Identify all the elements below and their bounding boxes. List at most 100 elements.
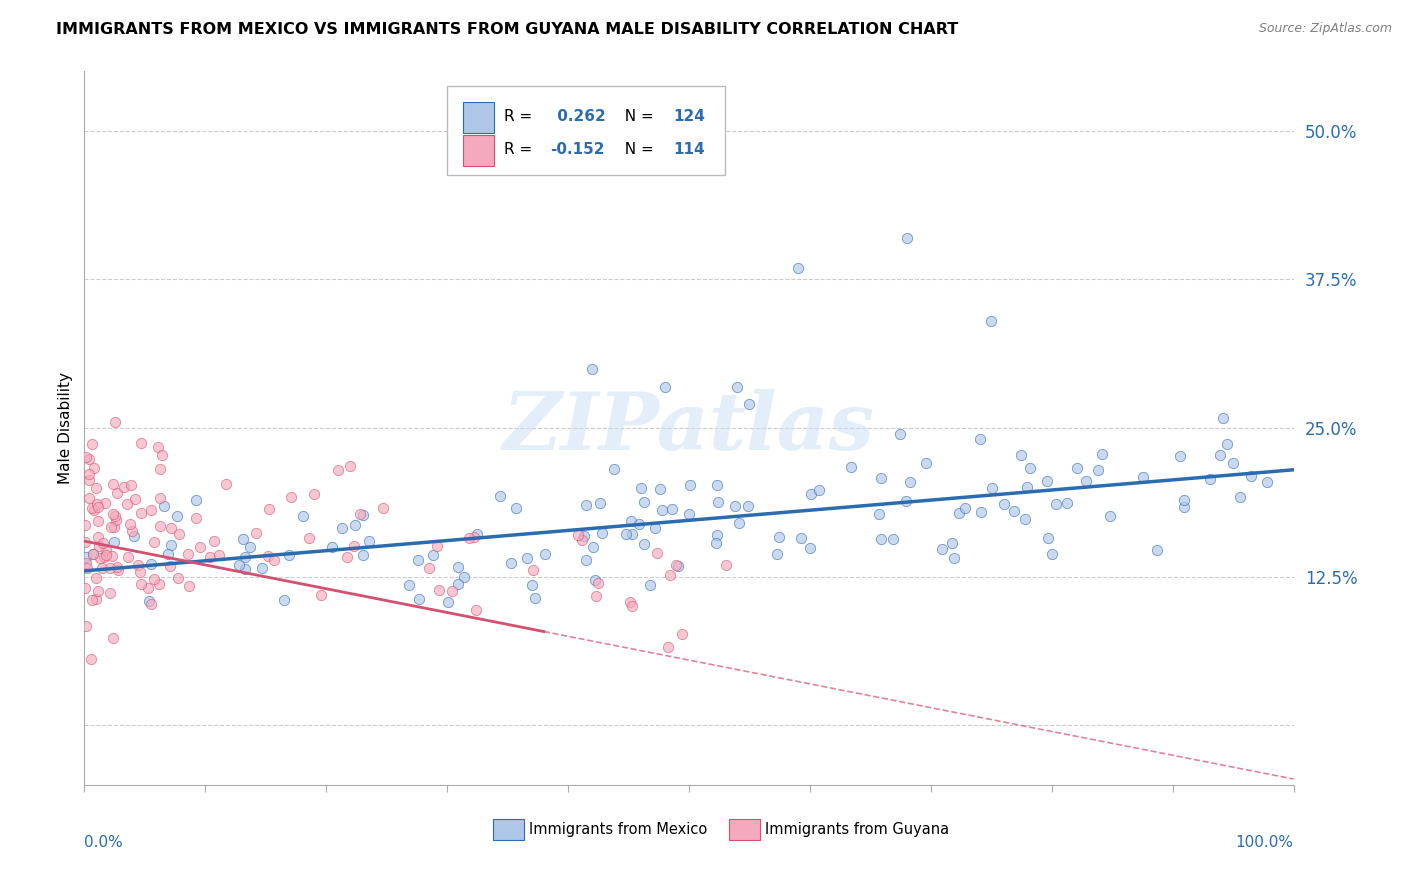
Point [980,314,1002,328]
Point [447,559,470,574]
Point [583,573,606,587]
Point [129,565,152,579]
Point [614,527,637,541]
Point [202,533,225,548]
Point [167,571,190,585]
Text: R =: R = [503,143,537,157]
Point [426,539,449,553]
Point [252,561,274,575]
Point [139,598,162,612]
Point [463,530,485,544]
Point [83,461,105,475]
Point [931,542,953,557]
Point [1036,475,1059,489]
Point [706,478,728,492]
Point [704,536,727,550]
Point [124,492,146,507]
Point [678,508,700,522]
Point [522,563,544,577]
Point [1002,504,1025,518]
Point [790,531,813,545]
Point [591,526,613,541]
Point [870,471,893,485]
Point [94,496,117,510]
FancyBboxPatch shape [494,819,524,840]
Point [638,577,661,591]
Point [534,547,557,561]
Point [1199,472,1222,486]
Point [138,594,160,608]
Point [159,558,181,573]
Point [141,557,163,571]
Point [408,592,430,607]
Point [1091,447,1114,461]
Point [101,631,124,645]
Point [589,495,612,509]
Point [768,530,790,544]
Point [153,499,176,513]
Point [505,500,527,515]
Point [103,508,125,522]
Point [671,627,693,641]
Point [953,500,976,515]
Point [166,508,188,523]
Point [488,489,510,503]
Point [131,436,153,450]
Text: IMMIGRANTS FROM MEXICO VS IMMIGRANTS FROM GUYANA MALE DISABILITY CORRELATION CHA: IMMIGRANTS FROM MEXICO VS IMMIGRANTS FRO… [56,22,959,37]
Point [581,361,603,376]
Text: Immigrants from Mexico: Immigrants from Mexico [529,822,707,837]
Point [1216,436,1239,450]
Point [1066,461,1088,475]
Point [882,532,904,546]
Point [436,595,458,609]
Point [1019,461,1042,475]
Point [728,516,751,530]
Point [349,508,371,522]
Point [644,520,666,534]
Text: 100.0%: 100.0% [1236,835,1294,850]
Point [738,397,761,411]
Point [75,549,97,564]
Point [215,477,238,491]
Point [654,379,676,393]
Point [633,495,655,509]
Point [79,467,101,481]
Point [418,561,440,575]
Point [89,551,111,566]
Point [98,561,121,575]
FancyBboxPatch shape [463,102,495,134]
Point [620,599,643,613]
FancyBboxPatch shape [447,86,725,175]
Point [233,549,256,564]
Point [139,503,162,517]
Point [104,509,127,524]
Point [149,491,172,505]
Point [150,448,173,462]
FancyBboxPatch shape [463,135,495,166]
Point [1099,509,1122,524]
Point [666,558,689,573]
Point [586,576,609,591]
Point [332,521,354,535]
Point [167,527,190,541]
Point [620,514,643,528]
Point [245,525,267,540]
Point [89,539,111,553]
Point [149,462,172,476]
Point [75,450,97,465]
Point [148,577,170,591]
Point [100,585,122,599]
Point [737,499,759,513]
Point [80,652,103,666]
Point [104,415,127,429]
Point [239,540,262,554]
Point [75,619,97,633]
Point [76,561,98,575]
Point [80,501,103,516]
Point [1170,449,1192,463]
Point [107,563,129,577]
Point [344,518,367,533]
Point [80,436,103,450]
Point [298,531,321,545]
Point [501,556,523,570]
